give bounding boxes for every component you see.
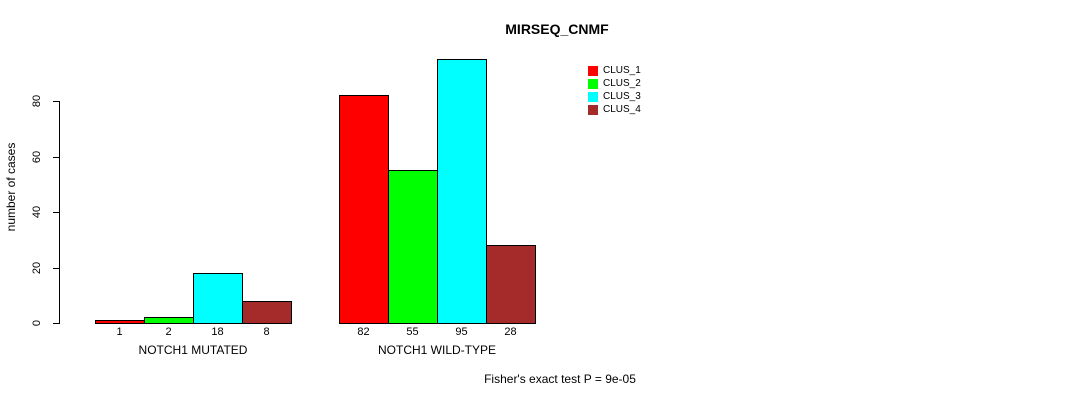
chart-title: MIRSEQ_CNMF: [505, 21, 609, 37]
legend-swatch-clus_4: [588, 104, 598, 115]
bar-value-label: 1: [116, 326, 123, 338]
legend-swatch-clus_3: [588, 91, 598, 102]
y-axis-tick: [53, 323, 59, 324]
y-axis-tick-label: 40: [31, 205, 43, 219]
y-axis-tick-label: 80: [31, 94, 43, 108]
legend-label: CLUS_1: [603, 65, 641, 76]
bar-clus_1-2: [339, 95, 389, 324]
legend-swatch-clus_2: [588, 78, 598, 89]
legend-item-clus_2: CLUS_2: [588, 77, 641, 90]
y-axis-line: [59, 101, 60, 324]
y-axis-tick-label: 60: [31, 150, 43, 164]
y-axis-tick-label: 20: [31, 261, 43, 275]
y-axis-tick: [53, 268, 59, 269]
y-axis-label: number of cases: [4, 142, 18, 232]
bar-clus_3-2: [437, 59, 487, 324]
bar-value-label: 55: [406, 326, 419, 338]
bar-clus_4-1: [242, 301, 292, 324]
bar-value-label: 82: [357, 326, 370, 338]
legend-label: CLUS_2: [603, 78, 641, 89]
bar-clus_3-1: [193, 273, 243, 324]
y-axis-tick: [53, 101, 59, 102]
bar-value-label: 2: [165, 326, 172, 338]
group-label-1: NOTCH1 MUTATED: [138, 343, 248, 357]
bar-clus_2-2: [388, 170, 438, 324]
legend-label: CLUS_3: [603, 91, 641, 102]
legend: CLUS_1 CLUS_2 CLUS_3 CLUS_4: [588, 64, 641, 116]
bar-clus_4-2: [486, 245, 536, 324]
y-axis-tick: [53, 157, 59, 158]
bar-value-label: 28: [504, 326, 517, 338]
bar-value-label: 8: [263, 326, 270, 338]
group-label-2: NOTCH1 WILD-TYPE: [377, 343, 497, 357]
bar-clus_1-1: [95, 320, 145, 324]
legend-item-clus_1: CLUS_1: [588, 64, 641, 77]
legend-item-clus_4: CLUS_4: [588, 103, 641, 116]
bar-clus_2-1: [144, 317, 194, 324]
legend-label: CLUS_4: [603, 104, 641, 115]
bar-value-label: 18: [211, 326, 224, 338]
footnote-fisher-test: Fisher's exact test P = 9e-05: [484, 372, 636, 386]
legend-item-clus_3: CLUS_3: [588, 90, 641, 103]
bar-value-label: 95: [455, 326, 468, 338]
legend-swatch-clus_1: [588, 65, 598, 76]
y-axis-tick-label: 0: [31, 319, 43, 327]
y-axis-tick: [53, 212, 59, 213]
